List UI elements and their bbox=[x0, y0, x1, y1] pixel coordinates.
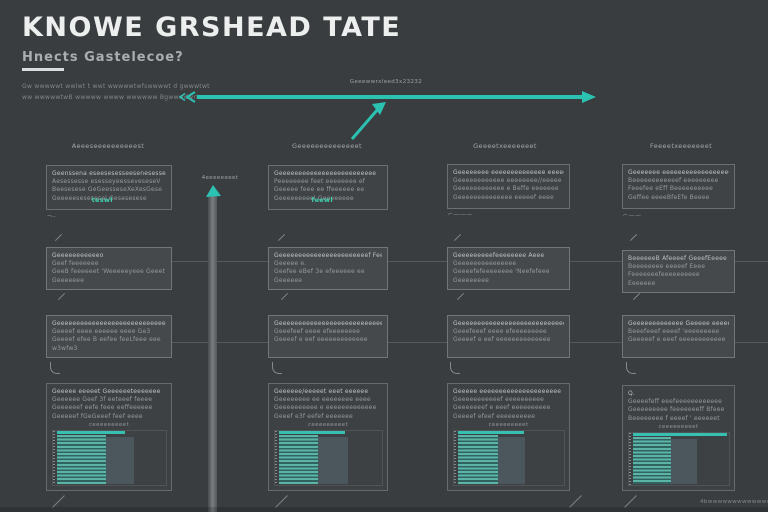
page-subtitle: Hnects Gastelecoe? bbox=[22, 50, 184, 65]
chart-axis-ticks bbox=[53, 431, 55, 485]
connector-tick bbox=[632, 292, 641, 301]
chart-striped-bars bbox=[57, 435, 106, 484]
timeline-arrowhead-right-icon bbox=[582, 91, 596, 103]
card-text: Geeeeeeee eeeeeeeeeeeeee eeeeee Geeeeeeee… bbox=[453, 169, 564, 201]
mini-bar-chart bbox=[274, 430, 383, 486]
card-caption: ⌐—— bbox=[623, 212, 642, 219]
row2-connector-line bbox=[46, 261, 768, 262]
card-col2-row1: Geeeeeeeeeeeeeeeeeeeeeeeee Peeeeeeee feet… bbox=[268, 165, 388, 210]
connector-elbow bbox=[450, 362, 460, 374]
connector-diagonal bbox=[569, 495, 582, 508]
card-text: Geeeeeeeeefeeeeeeee Aeee Geeeeeeeeeeeeeee… bbox=[453, 252, 550, 284]
chart-axis-ticks bbox=[275, 431, 277, 485]
card-caption: ⌐——— bbox=[448, 211, 474, 218]
card-caption: ¬– bbox=[47, 213, 57, 220]
card-col2-row4: Geeeeee/eeeeet eeet eeeeee Geeeeeeee ee e… bbox=[268, 383, 388, 491]
card-col4-row2: BeeeeeeB Afeeeef GeeefEeeee Beeeeeeee eee… bbox=[622, 250, 735, 293]
column-header-4: Feeeetxeeeeeeet bbox=[649, 142, 713, 150]
connector-tick bbox=[453, 233, 462, 242]
card-col1-row4: Geeeee eeeeet Geeeeeeteeeeeee Geeeeee Gee… bbox=[46, 383, 172, 491]
card-text: Geeeeeeeeeeeeeeeeeeeeeeeee Peeeeeeee feet… bbox=[274, 170, 377, 202]
vertical-axis-bar bbox=[208, 193, 217, 512]
column-header-3: Geeeetxeeeeeeet bbox=[473, 142, 537, 150]
chart-striped-bars bbox=[458, 435, 498, 484]
card-text: Geeeeeeeeeeeeeeeeeeeeeeeeeeeeeee Geeeef e… bbox=[52, 320, 166, 352]
connector-tick bbox=[277, 233, 286, 242]
chart-striped-bars bbox=[279, 435, 318, 484]
mini-bar-chart bbox=[52, 430, 167, 486]
chart-topline bbox=[57, 431, 125, 434]
mini-bar-chart bbox=[628, 432, 730, 486]
connector-elbow bbox=[272, 362, 282, 374]
diagonal-arrow-shaft bbox=[350, 108, 380, 140]
card-text: Geeeeeee eeeeeeeeeeeeeeeeeee Beeeeeeeeeee… bbox=[628, 169, 729, 201]
column-header-1: Aeeeseeeeeeeeeest bbox=[71, 142, 145, 150]
chart-striped-bars bbox=[633, 437, 671, 484]
card-col3-row4: Geeeee eeeeeeeeeeeeeeeeeeeee Geeeeeeeeeee… bbox=[447, 383, 570, 491]
card-col3-row3: Geeeeeeeeeeeeeeeeeeeeeeeeeeeee Geeefeeef … bbox=[447, 315, 570, 358]
card-text: Q. Geeeefeff eeefeeeeeeeeeeee Geeeeeeeee f… bbox=[628, 390, 725, 422]
chart-gray-block bbox=[317, 437, 349, 484]
chart-gray-block bbox=[671, 439, 697, 484]
card-text: Geeeeee/eeeeet eeet eeeeee Geeeeeeee ee e… bbox=[274, 388, 377, 420]
accent-word: feewl bbox=[311, 196, 333, 204]
diagonal-arrowhead-icon bbox=[372, 102, 386, 115]
chart-caption: ceeeeeeeeet bbox=[488, 421, 529, 428]
card-text: Geeeee eeeeet Geeeeeeteeeeeee Geeeeee Gee… bbox=[52, 388, 161, 420]
connector-diagonal bbox=[52, 495, 65, 508]
card-text: Geeeeeeeeeeeeeeeeeeeeeeef Feee Geeeee e. G… bbox=[274, 252, 382, 284]
card-text: GeeeeeeeeeeeeeeeeeeeeeeeeeeeeeeGeeefeef … bbox=[274, 320, 382, 344]
card-text: Geenssena eseesesesseesenesesse Aesessess… bbox=[52, 170, 166, 202]
chart-axis-ticks bbox=[454, 431, 456, 485]
connector-tick bbox=[280, 292, 289, 301]
chart-caption: ceeeeeeeeet bbox=[658, 423, 699, 430]
column-header-2: Geeeeeeeeeeeeeet bbox=[292, 142, 362, 150]
chart-topline bbox=[633, 433, 727, 436]
chart-gray-block bbox=[105, 437, 134, 484]
chart-topline bbox=[458, 431, 524, 434]
mini-bar-chart bbox=[453, 430, 565, 486]
connector-tick bbox=[57, 292, 66, 301]
connector-tick bbox=[456, 292, 465, 301]
row3-connector-line bbox=[46, 342, 768, 343]
intro-paragraph: Gw wwwwwt wwlwt t wwt wwwwwtwfswwwwt d g… bbox=[22, 83, 210, 101]
chart-caption: ceeeeeeeeet bbox=[88, 421, 130, 428]
card-col2-row2: Geeeeeeeeeeeeeeeeeeeeeeef Feee Geeeee e. G… bbox=[268, 247, 388, 290]
card-col4-row4: Q. Geeeefeff eeefeeeeeeeeeeee Geeeeeeeee f… bbox=[622, 385, 735, 491]
chart-topline bbox=[279, 431, 346, 434]
accent-word: teswl bbox=[91, 196, 113, 204]
card-col1-row3: Geeeeeeeeeeeeeeeeeeeeeeeeeeeeeee Geeeef e… bbox=[46, 315, 172, 358]
card-col3-row2: Geeeeeeeeefeeeeeeee Aeee Geeeeeeeeeeeeeee… bbox=[447, 247, 570, 290]
page-title: KNOWE GRSHEAD TATE bbox=[22, 12, 402, 43]
connector-tick bbox=[54, 233, 63, 242]
connector-diagonal bbox=[275, 495, 288, 508]
timeline-label: Geeewwrxleed3x23232 bbox=[349, 79, 423, 85]
footer-caption: 4bwwwwwwwwwwwwwwt bbox=[700, 499, 768, 505]
card-text: Geeeee eeeeeeeeeeeeeeeeeeeee Geeeeeeeeeee… bbox=[453, 388, 562, 420]
chart-gray-block bbox=[497, 437, 526, 484]
connector-tick bbox=[629, 233, 638, 242]
card-col4-row3: Geeeeeeeeeeeee Geeeee eeeeee Beeefeeef ee… bbox=[622, 315, 735, 358]
card-text: Geeeeeeeeeeeee Geeeee eeeeee Beeefeeef ee… bbox=[628, 320, 729, 344]
bottom-strip bbox=[0, 507, 768, 512]
card-col4-row1: Geeeeeee eeeeeeeeeeeeeeeeeee Beeeeeeeeeee… bbox=[622, 164, 735, 209]
card-col1-row1: Geenssena eseesesesseesenesesse Aesessess… bbox=[46, 165, 172, 210]
card-text: Geeeeeeeeeeeeeeeeeeeeeeeeeeeee Geeefeeef … bbox=[453, 320, 564, 344]
card-col2-row3: GeeeeeeeeeeeeeeeeeeeeeeeeeeeeeeGeeefeef … bbox=[268, 315, 388, 358]
axis-bar-label: 4eeeeeeeet bbox=[201, 175, 239, 181]
chart-axis-ticks bbox=[629, 433, 631, 485]
card-text: BeeeeeeB Afeeeef GeeefEeeee Beeeeeeee eee… bbox=[628, 255, 727, 287]
connector-elbow bbox=[626, 362, 636, 374]
connector-elbow bbox=[50, 362, 60, 374]
card-text: Geeeeeeeeeeeo Geef feeeeeee GeeB feeeeeet … bbox=[52, 252, 166, 284]
card-col1-row2: Geeeeeeeeeeeo Geef feeeeeee GeeB feeeeeet … bbox=[46, 247, 172, 290]
title-underline bbox=[22, 68, 64, 71]
card-col3-row1: Geeeeeeee eeeeeeeeeeeeee eeeeee Geeeeeeee… bbox=[447, 164, 570, 209]
chart-caption: ceeeeeeeeet bbox=[307, 421, 349, 428]
connector-diagonal bbox=[624, 495, 637, 508]
